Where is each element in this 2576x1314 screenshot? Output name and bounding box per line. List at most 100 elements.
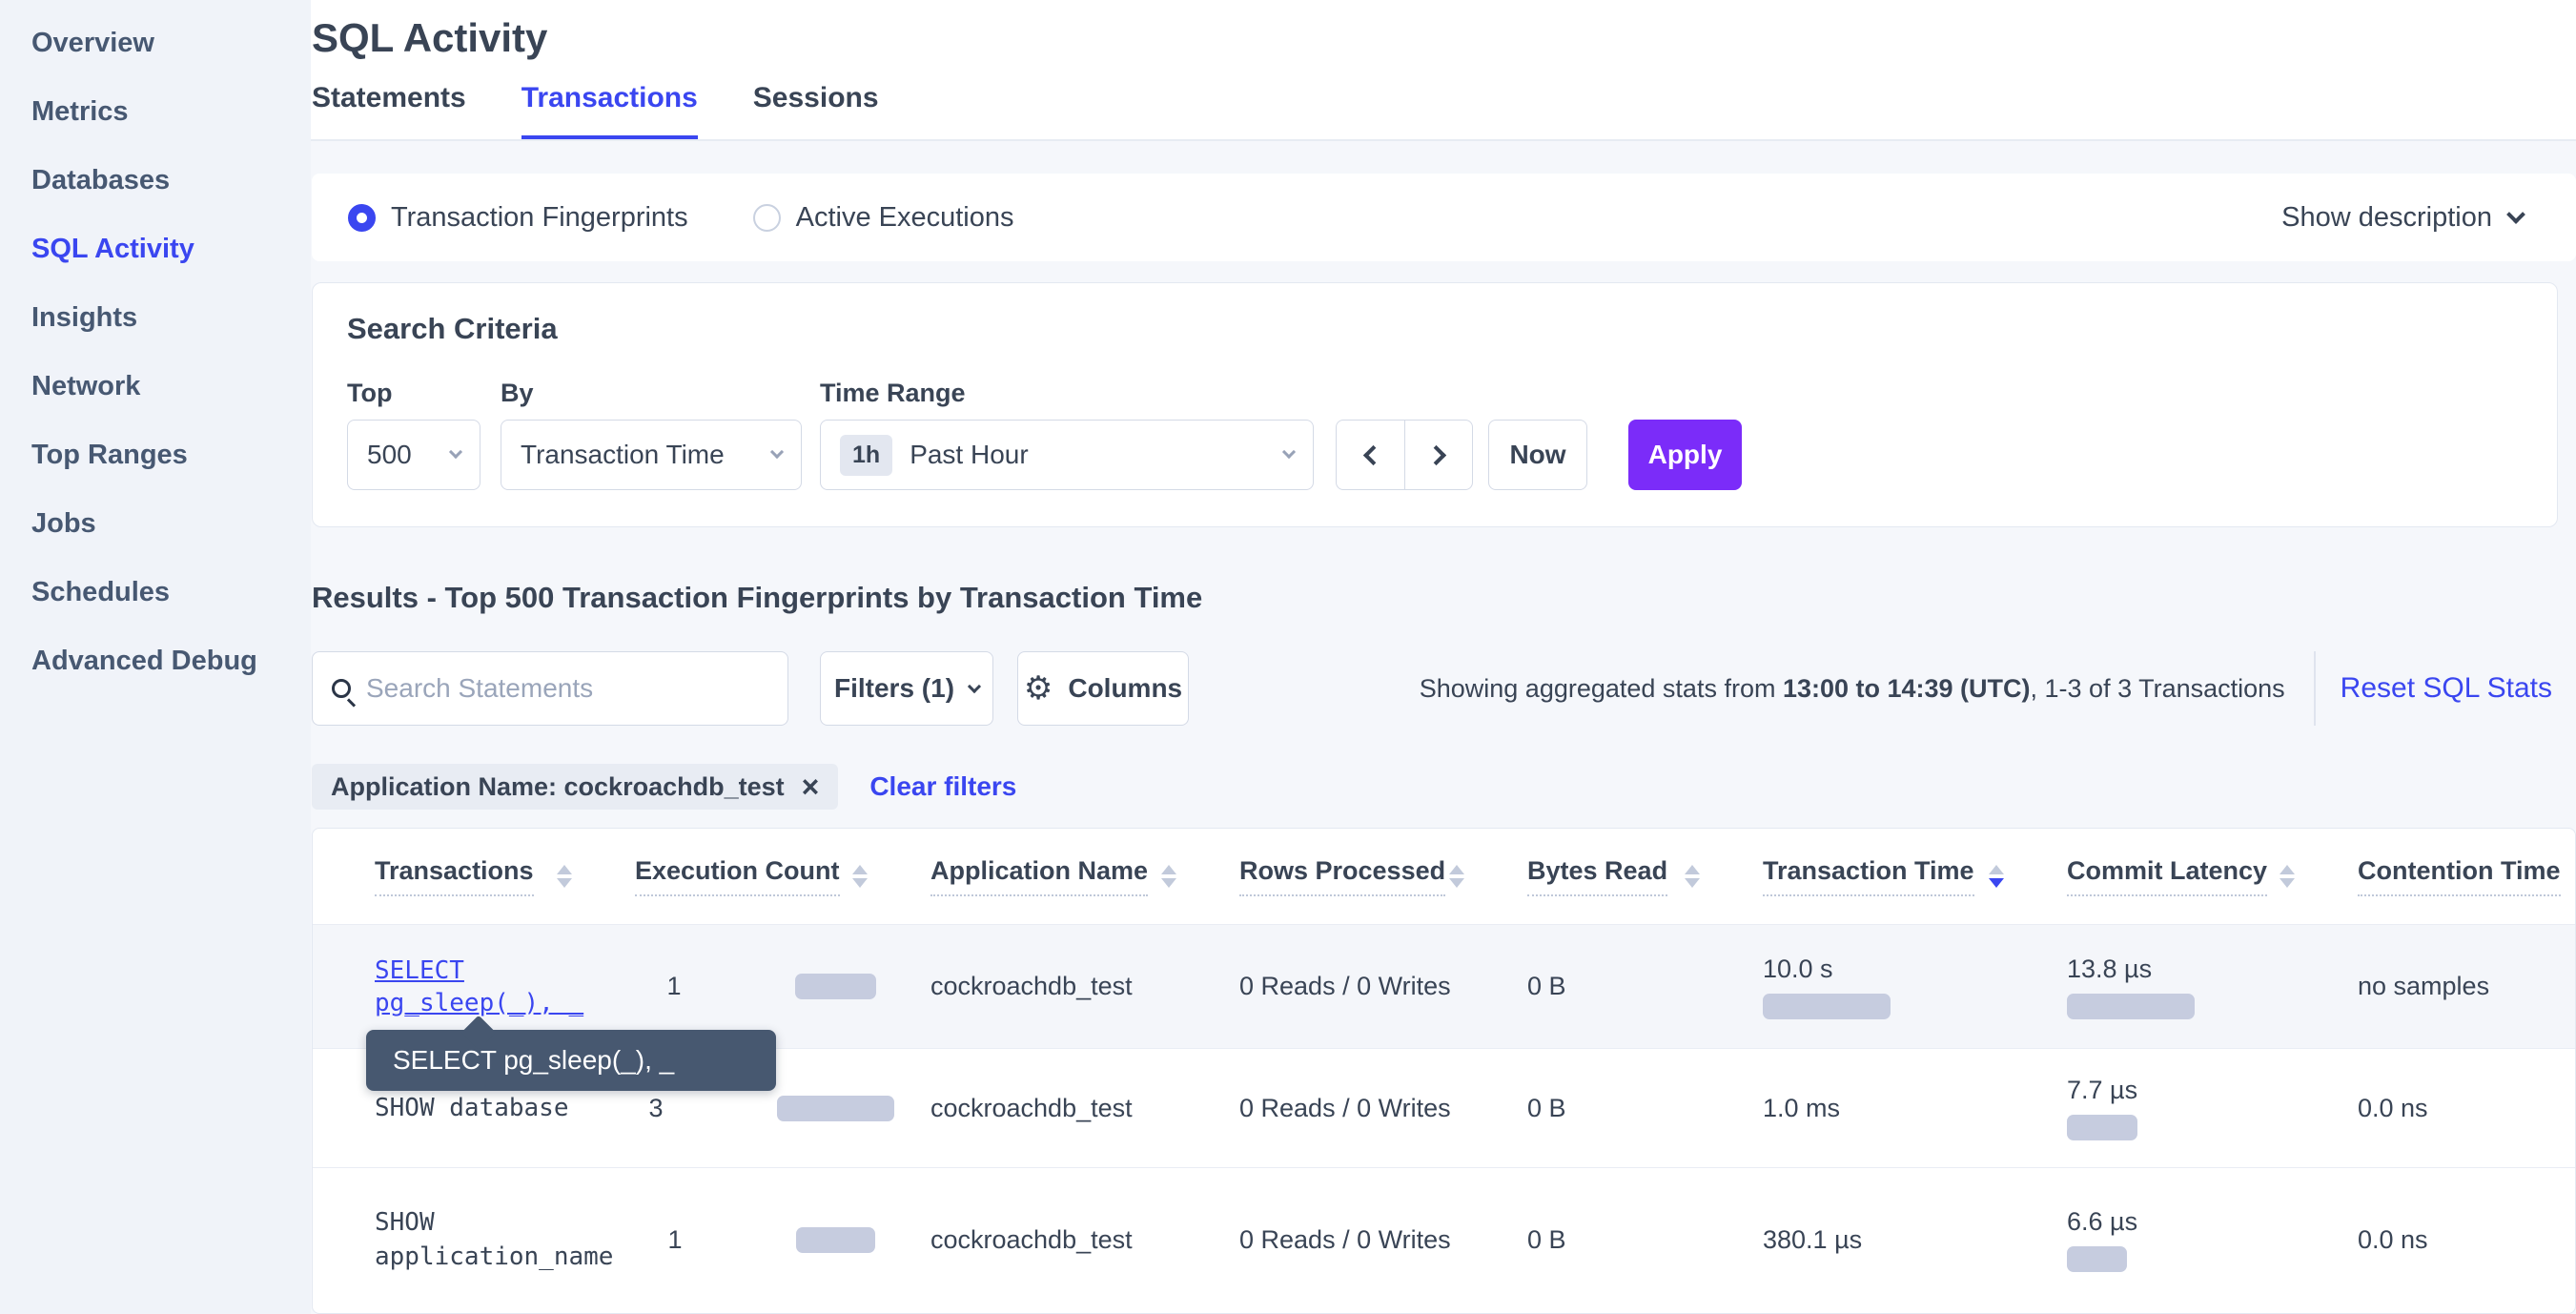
rows-processed-cell: 0 Reads / 0 Writes <box>1239 972 1451 1000</box>
execution-count-cell: 1 <box>635 1168 930 1311</box>
top-value: 500 <box>367 440 412 469</box>
column-header-bytes-read[interactable]: Bytes Read <box>1527 856 1763 896</box>
search-criteria-controls: Top 500 By Transaction Time Time Range <box>347 379 2523 490</box>
close-icon[interactable]: × <box>801 770 820 804</box>
table-row: SELECT pg_sleep(_), _ 1 cockroachdb_test… <box>313 925 2575 1049</box>
filter-chip-application-name[interactable]: Application Name: cockroachdb_test × <box>312 764 839 810</box>
gear-icon: ⚙ <box>1023 669 1053 708</box>
apply-button[interactable]: Apply <box>1628 420 1742 490</box>
search-statements-box <box>312 651 788 726</box>
sidebar-item-top-ranges[interactable]: Top Ranges <box>31 439 188 470</box>
execution-count-cell: 3 <box>635 1049 930 1167</box>
time-range-value: Past Hour <box>910 440 1029 469</box>
radio-active-executions[interactable]: Active Executions <box>752 202 1014 234</box>
column-header-transactions[interactable]: Transactions <box>375 856 635 896</box>
commit-latency-cell: 7.7 µs <box>2067 1049 2358 1167</box>
time-range-field: Time Range 1h Past Hour <box>802 379 1314 490</box>
top-field: Top 500 <box>347 379 480 490</box>
transaction-time-bar <box>1763 993 1891 1019</box>
sidebar-item-jobs[interactable]: Jobs <box>31 507 96 539</box>
tab-statements[interactable]: Statements <box>312 82 466 113</box>
reset-sql-stats-link[interactable]: Reset SQL Stats <box>2340 672 2552 704</box>
table-row: SHOW application_name 1 cockroachdb_test … <box>313 1168 2575 1311</box>
column-header-application-name[interactable]: Application Name <box>930 856 1239 896</box>
divider <box>2313 651 2316 726</box>
tab-transactions[interactable]: Transactions <box>521 82 698 139</box>
sidebar-item-advanced-debug[interactable]: Advanced Debug <box>31 645 257 676</box>
show-description-toggle[interactable]: Show description <box>2281 202 2540 234</box>
tab-sessions[interactable]: Sessions <box>752 82 879 113</box>
radio-label: Transaction Fingerprints <box>391 201 688 233</box>
search-criteria-card: Search Criteria Top 500 By Transaction T… <box>312 282 2558 527</box>
sidebar-item-insights[interactable]: Insights <box>31 301 138 333</box>
sort-desc-icon <box>1989 865 2004 888</box>
sidebar-item-sql-activity[interactable]: SQL Activity <box>31 233 194 264</box>
search-input[interactable] <box>366 673 768 704</box>
top-select[interactable]: 500 <box>347 420 480 490</box>
application-name-cell: cockroachdb_test <box>930 972 1133 1000</box>
column-header-rows-processed[interactable]: Rows Processed <box>1239 856 1527 896</box>
search-criteria-title: Search Criteria <box>347 312 558 345</box>
column-header-commit-latency[interactable]: Commit Latency <box>2067 856 2358 896</box>
bytes-read-cell: 0 B <box>1527 1093 1566 1122</box>
transaction-cell: SHOW database <box>375 1049 635 1167</box>
now-button[interactable]: Now <box>1488 420 1587 490</box>
column-header-execution-count[interactable]: Execution Count <box>635 856 930 896</box>
transaction-time-cell: 380.1 µs <box>1763 1224 1863 1254</box>
by-field: By Transaction Time <box>480 379 802 490</box>
view-toggle-bar: Transaction Fingerprints Active Executio… <box>312 174 2576 261</box>
transaction-cell: SHOW application_name <box>375 1168 635 1311</box>
time-pagination <box>1336 420 1473 490</box>
rows-processed-cell: 0 Reads / 0 Writes <box>1239 1224 1451 1254</box>
column-header-contention-time[interactable]: Contention Time <box>2358 856 2575 896</box>
sidebar-item-overview[interactable]: Overview <box>31 27 154 58</box>
transaction-time-cell: 1.0 ms <box>1763 1093 1841 1122</box>
show-description-label: Show description <box>2281 201 2492 233</box>
sidebar-item-databases[interactable]: Databases <box>31 164 171 195</box>
sidebar-item-network[interactable]: Network <box>31 370 141 401</box>
bytes-read-cell: 0 B <box>1527 972 1566 1000</box>
page-header: SQL Activity Statements Transactions Ses… <box>311 0 2576 141</box>
sidebar-item-schedules[interactable]: Schedules <box>31 576 171 607</box>
contention-time-cell: 0.0 ns <box>2358 1224 2428 1254</box>
table-row: SHOW database 3 cockroachdb_test 0 Reads… <box>313 1049 2575 1168</box>
tab-bar: Statements Transactions Sessions <box>312 82 2576 139</box>
contention-time-cell: no samples <box>2358 972 2490 1000</box>
radio-unselected-icon <box>752 203 781 232</box>
search-icon <box>332 679 351 698</box>
chevron-left-icon <box>1362 444 1384 465</box>
by-select[interactable]: Transaction Time <box>501 420 802 490</box>
transaction-link[interactable]: SELECT pg_sleep(_), _ <box>375 955 584 1017</box>
chevron-down-icon <box>448 444 463 460</box>
time-range-badge: 1h <box>840 434 893 476</box>
by-value: Transaction Time <box>521 440 725 469</box>
by-label: By <box>501 379 534 407</box>
next-time-button[interactable] <box>1404 421 1472 489</box>
commit-latency-bar <box>2067 993 2195 1019</box>
radio-transaction-fingerprints[interactable]: Transaction Fingerprints <box>348 202 688 234</box>
chevron-down-icon <box>967 679 982 694</box>
filters-button[interactable]: Filters (1) <box>820 651 993 726</box>
sort-icon <box>557 865 572 888</box>
filter-chip-row: Application Name: cockroachdb_test × Cle… <box>312 764 2576 810</box>
prev-time-button[interactable] <box>1337 421 1404 489</box>
sort-icon <box>1685 865 1700 888</box>
clear-filters-link[interactable]: Clear filters <box>869 771 1017 801</box>
sidebar-item-metrics[interactable]: Metrics <box>31 95 129 127</box>
commit-latency-bar <box>2067 1246 2127 1272</box>
transaction-link[interactable]: SHOW database <box>375 1094 569 1122</box>
rows-processed-cell: 0 Reads / 0 Writes <box>1239 1093 1451 1122</box>
stats-area: Showing aggregated stats from 13:00 to 1… <box>1420 651 2576 726</box>
time-range-select[interactable]: 1h Past Hour <box>820 420 1314 490</box>
execution-count-bar <box>794 974 876 999</box>
column-header-transaction-time[interactable]: Transaction Time <box>1763 856 2067 896</box>
bytes-read-cell: 0 B <box>1527 1224 1566 1254</box>
transaction-cell: SELECT pg_sleep(_), _ <box>375 925 635 1048</box>
transaction-link[interactable]: SHOW application_name <box>375 1208 614 1271</box>
sidebar: Overview Metrics Databases SQL Activity … <box>0 0 311 1314</box>
stats-time-range: 13:00 to 14:39 (UTC) <box>1782 673 2031 703</box>
application-name-cell: cockroachdb_test <box>930 1093 1133 1122</box>
columns-button[interactable]: ⚙ Columns <box>1017 651 1189 726</box>
commit-latency-cell: 13.8 µs <box>2067 925 2358 1048</box>
columns-label: Columns <box>1068 673 1183 703</box>
